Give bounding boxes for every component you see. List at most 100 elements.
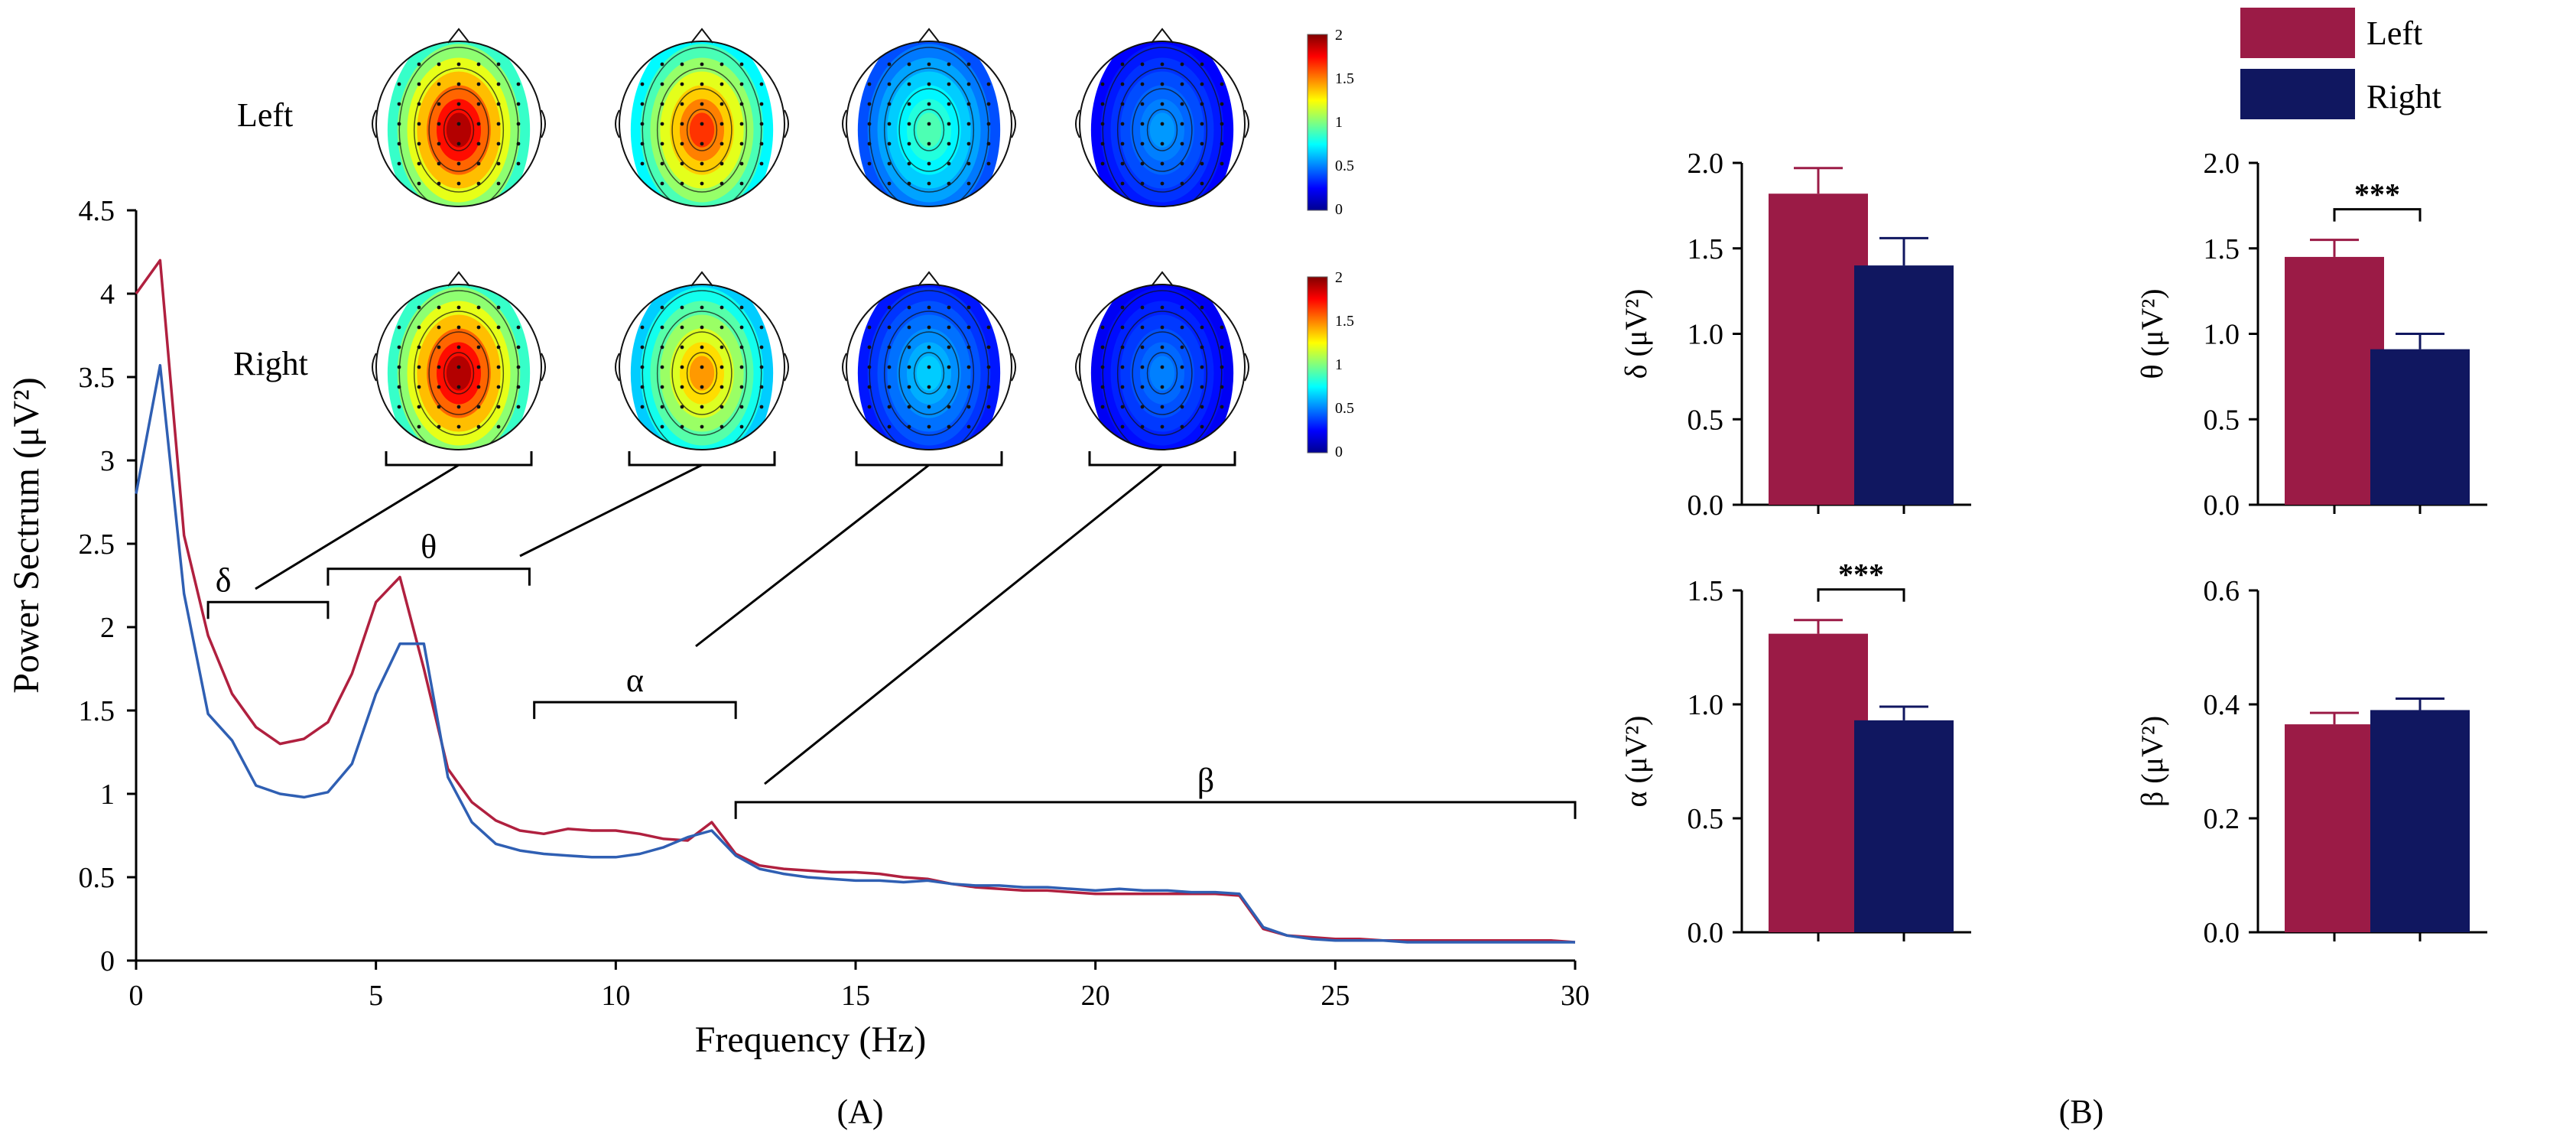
topomap-electrode (476, 405, 481, 409)
topomap-electrode (1100, 365, 1105, 369)
topomap-electrode (720, 345, 724, 350)
topomap-electrode (986, 102, 991, 106)
y-tick-label: 1.0 (2204, 319, 2240, 351)
topomap-electrode (947, 181, 951, 186)
topomap-electrode (660, 82, 664, 86)
topomap-electrode (927, 424, 931, 429)
topomap-electrode (1220, 365, 1224, 369)
topomap-electrode (660, 62, 664, 67)
band-connectors (255, 463, 1163, 785)
topomap-electrode (1220, 102, 1224, 106)
topomap-electrode (739, 345, 744, 350)
topomap-electrode (417, 424, 421, 429)
topomap-electrode (1100, 385, 1105, 389)
y-tick-label: 2.0 (2204, 148, 2240, 180)
topomap-electrode (417, 82, 421, 86)
topomap-electrode (887, 181, 892, 186)
topomap-fill (387, 41, 531, 206)
topomap-head-outline (375, 284, 542, 450)
topomap-electrode (1160, 385, 1165, 389)
topomap-electrode (417, 345, 421, 350)
topomap-electrode (947, 82, 951, 86)
topomap-electrode (437, 181, 441, 186)
topomap-isoband (916, 112, 942, 148)
topomap-electrode (437, 365, 441, 369)
topomap-electrode (660, 365, 664, 369)
topomap-electrode (516, 122, 521, 126)
legend-label-left: Left (2366, 15, 2422, 52)
topomap-electrode (720, 161, 724, 166)
topomap-electrode (986, 325, 991, 330)
topomap-contour (413, 67, 505, 193)
topomap-electrode (680, 424, 684, 429)
topomap-electrode (927, 62, 931, 67)
colorbar-tick: 1.5 (1335, 313, 1354, 330)
topomap-electrode (456, 424, 461, 429)
topomap-electrode (907, 345, 911, 350)
topomap-electrode (1180, 62, 1184, 67)
topomap-electrode (1100, 82, 1105, 86)
series-line-left (135, 258, 1576, 944)
topomap-electrode (1180, 305, 1184, 310)
topomap-electrode (456, 325, 461, 330)
topomap-contour (642, 47, 762, 206)
topomap-electrode (986, 345, 991, 350)
topomap-electrode (1140, 405, 1145, 409)
topomap-electrode (927, 102, 931, 106)
topomap-electrode (887, 82, 892, 86)
y-tick-label: 3.5 (79, 362, 115, 394)
topomap-ear-right (1244, 353, 1249, 382)
topomap-ear-left (372, 109, 377, 138)
topomap-electrode (1160, 325, 1165, 330)
y-axis-title: α (μV²) (1619, 716, 1653, 808)
topomap-electrode (640, 82, 645, 86)
topomap-nose (918, 28, 940, 44)
topomap-electrode (640, 161, 645, 166)
topomap-electrode (456, 181, 461, 186)
topomap-electrode (700, 385, 704, 389)
topomap-electrode (927, 122, 931, 126)
topomap-electrode (1220, 82, 1224, 86)
topomap-electrode (1100, 141, 1105, 146)
y-tick-label: 1 (100, 779, 115, 811)
topomap-electrode (496, 405, 501, 409)
bar-chart-beta: 0.0 0.2 0.4 0.6 β (μV²) (2135, 575, 2487, 949)
bar-charts: 0.0 0.5 1.0 1.5 2.0 δ (μV²) 0.0 0.5 1.0 1.5 2.0 ***… (1619, 148, 2487, 949)
topomap-brackets (385, 451, 1236, 467)
topomap-electrode (739, 141, 744, 146)
topomap-electrode (1200, 424, 1204, 429)
topomap-electrode (660, 141, 664, 146)
topomap-electrode (1180, 181, 1184, 186)
topomap-electrode (660, 405, 664, 409)
topomap-ear-left (615, 109, 620, 138)
topomap-electrode (1200, 305, 1204, 310)
topomap-electrode (640, 385, 645, 389)
legend: Left Right (2240, 8, 2441, 119)
topomap-electrode (927, 345, 931, 350)
y-tick-label: 3 (100, 445, 115, 477)
topomap-contour (686, 352, 718, 395)
topomap-electrode (417, 122, 421, 126)
band-bracket (206, 600, 330, 619)
topomap-electrode (417, 325, 421, 330)
topomap-electrode (456, 161, 461, 166)
topomap-isoband (446, 112, 472, 148)
topomap-electrode (887, 385, 892, 389)
topomap-electrode (887, 305, 892, 310)
topomap-electrode (397, 345, 401, 350)
topomap-electrode (907, 385, 911, 389)
topomap-electrode (516, 141, 521, 146)
topomap-electrode (1120, 405, 1125, 409)
topomap-electrode (1120, 82, 1125, 86)
topomap-electrode (700, 161, 704, 166)
topomap-electrode (947, 365, 951, 369)
topomap-electrode (1140, 345, 1145, 350)
topomap-electrode (476, 325, 481, 330)
topomap-electrode (867, 385, 872, 389)
topomap-electrode (1220, 405, 1224, 409)
topomap-nose (1151, 271, 1174, 287)
topomap-electrode (1200, 325, 1204, 330)
topomap-ear-right (1011, 109, 1016, 138)
series-line-right (135, 363, 1575, 944)
topomap-electrode (660, 424, 664, 429)
